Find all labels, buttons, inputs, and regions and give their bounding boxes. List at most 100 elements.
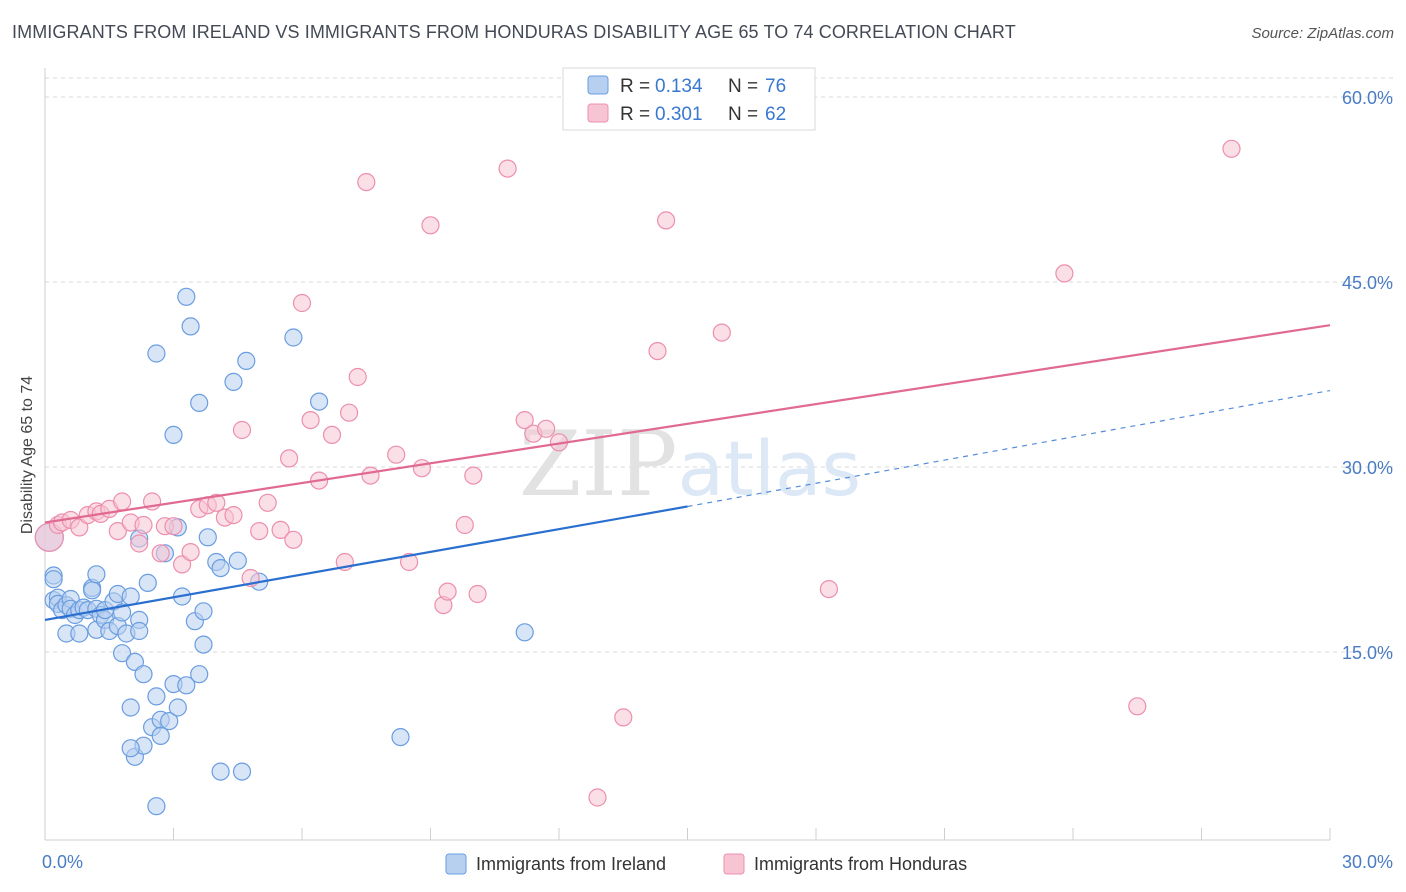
point-honduras [271, 520, 290, 540]
point-honduras [412, 459, 431, 478]
point-ireland [198, 528, 217, 547]
point-ireland [147, 687, 166, 706]
point-ireland [147, 797, 166, 816]
data-points [34, 139, 1241, 816]
point-ireland [112, 644, 132, 663]
point-ireland [160, 711, 179, 731]
point-ireland [237, 351, 256, 370]
point-honduras [400, 552, 419, 572]
point-honduras [224, 505, 243, 525]
point-honduras [614, 708, 633, 727]
trend-line-honduras [44, 324, 1331, 524]
point-ireland [391, 727, 410, 747]
point-honduras [134, 515, 153, 535]
point-honduras [207, 493, 226, 512]
point-honduras [648, 342, 667, 361]
point-honduras [173, 555, 192, 574]
point-honduras [70, 518, 89, 537]
point-honduras [292, 293, 312, 313]
point-ireland [224, 372, 243, 391]
point-honduras [1055, 264, 1074, 283]
x-tick-marks [173, 828, 1331, 840]
watermark-atlas: atlas [678, 424, 862, 513]
point-ireland [310, 392, 329, 411]
point-ireland [44, 570, 63, 589]
point-ireland [515, 623, 534, 642]
point-ireland [70, 624, 89, 643]
point-honduras [250, 521, 269, 541]
point-ireland [138, 573, 157, 593]
point-ireland [232, 762, 252, 781]
legend-n-label-honduras: N = [728, 104, 758, 125]
y-tick-labels: 15.0% 30.0% 45.0% 60.0% [1342, 88, 1393, 663]
point-ireland [112, 603, 132, 622]
watermark: ZIPatlas [519, 412, 861, 517]
bottom-legend: Immigrants from Ireland Immigrants from … [445, 853, 967, 875]
x-tick-label-max: 30.0% [1342, 852, 1393, 872]
point-ireland [211, 558, 230, 578]
chart-title: IMMIGRANTS FROM IRELAND VS IMMIGRANTS FR… [12, 22, 1016, 42]
legend-swatch-honduras [587, 103, 609, 123]
legend-n-value-honduras: 62 [765, 104, 786, 125]
trend-line-ireland-extension [687, 389, 1331, 508]
point-honduras [130, 534, 149, 553]
trend-lines [44, 324, 1331, 622]
legend-n-label-ireland: N = [728, 76, 758, 97]
point-honduras [164, 517, 183, 536]
legend: R = 0.134 N = 76 R = 0.301 N = 62 [562, 67, 816, 131]
point-ireland [211, 762, 230, 781]
legend-swatch-ireland [587, 75, 609, 95]
point-honduras [387, 445, 406, 464]
point-honduras [112, 492, 132, 511]
point-ireland [284, 328, 303, 347]
point-honduras [258, 493, 277, 512]
point-ireland [190, 393, 209, 412]
point-honduras [108, 521, 127, 541]
chart-source: Source: ZipAtlas.com [1251, 25, 1394, 42]
point-ireland [147, 344, 166, 363]
point-honduras [284, 530, 303, 549]
legend-r-value-ireland: 0.134 [655, 76, 703, 97]
trend-line-ireland [44, 505, 688, 622]
point-honduras [455, 515, 474, 535]
legend-r-label-ireland: R = [620, 76, 650, 97]
point-ireland [134, 665, 153, 684]
point-honduras [232, 420, 252, 440]
point-honduras [357, 173, 376, 192]
point-ireland [125, 652, 144, 672]
point-honduras [819, 579, 839, 599]
legend-n-value-ireland: 76 [765, 76, 786, 97]
point-ireland [82, 581, 102, 600]
point-honduras [348, 367, 367, 387]
y-tick-label: 60.0% [1342, 88, 1393, 108]
y-tick-label: 15.0% [1342, 643, 1393, 663]
point-honduras [421, 216, 440, 235]
point-honduras [151, 544, 170, 563]
point-honduras [280, 449, 299, 468]
point-honduras [361, 466, 380, 485]
point-honduras [656, 211, 676, 230]
point-ireland [181, 317, 200, 336]
point-ireland [168, 698, 187, 717]
point-honduras [464, 466, 483, 485]
point-ireland [151, 726, 170, 746]
point-ireland [130, 621, 149, 641]
point-honduras [498, 159, 517, 178]
point-honduras [322, 425, 342, 444]
point-honduras [712, 323, 731, 342]
point-ireland [121, 587, 140, 606]
point-honduras [468, 584, 487, 604]
legend-r-value-honduras: 0.301 [655, 104, 703, 125]
point-ireland [190, 665, 209, 684]
point-honduras [181, 542, 200, 562]
point-ireland [228, 551, 247, 570]
point-honduras [536, 419, 556, 438]
y-tick-label: 45.0% [1342, 273, 1393, 293]
x-tick-label-min: 0.0% [42, 852, 83, 872]
legend-r-label-honduras: R = [620, 104, 650, 125]
point-honduras [1128, 697, 1147, 716]
bottom-legend-label-honduras: Immigrants from Honduras [754, 854, 967, 874]
point-honduras [340, 403, 359, 422]
point-honduras [515, 411, 534, 430]
